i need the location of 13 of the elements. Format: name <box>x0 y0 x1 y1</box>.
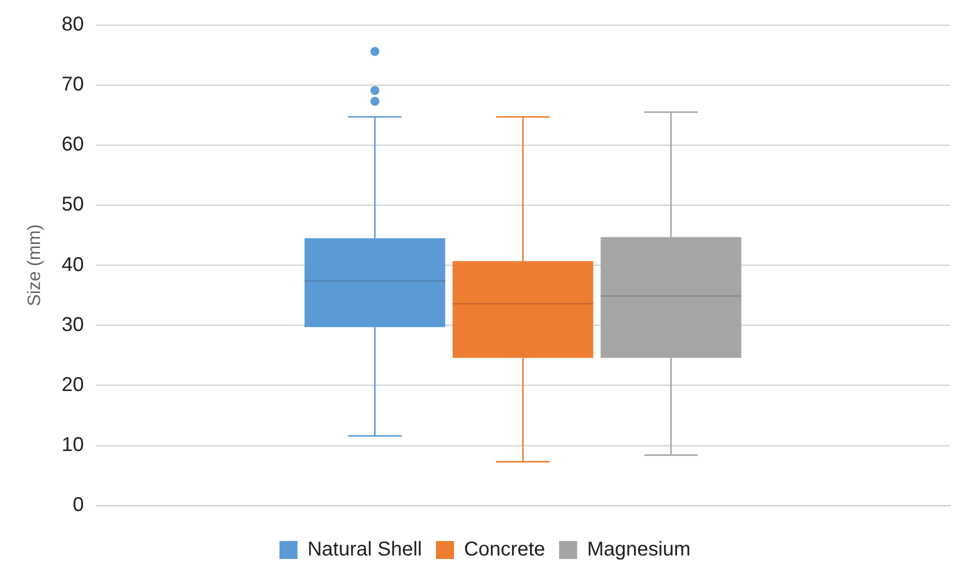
legend-label: Concrete <box>464 538 546 561</box>
y-tick-label: 30 <box>62 314 84 336</box>
y-tick-label: 20 <box>62 374 84 396</box>
y-tick-label: 40 <box>62 254 84 276</box>
y-tick-label: 80 <box>62 14 84 36</box>
y-tick-label: 10 <box>62 434 84 456</box>
y-axis-title: Size (mm) <box>24 224 44 306</box>
y-tick-label: 0 <box>72 494 84 516</box>
y-tick-label: 60 <box>62 134 84 156</box>
legend-label: Magnesium <box>587 538 691 561</box>
y-tick-label: 50 <box>62 194 84 216</box>
legend-label: Natural Shell <box>307 538 422 561</box>
y-tick-label: 70 <box>62 74 84 96</box>
